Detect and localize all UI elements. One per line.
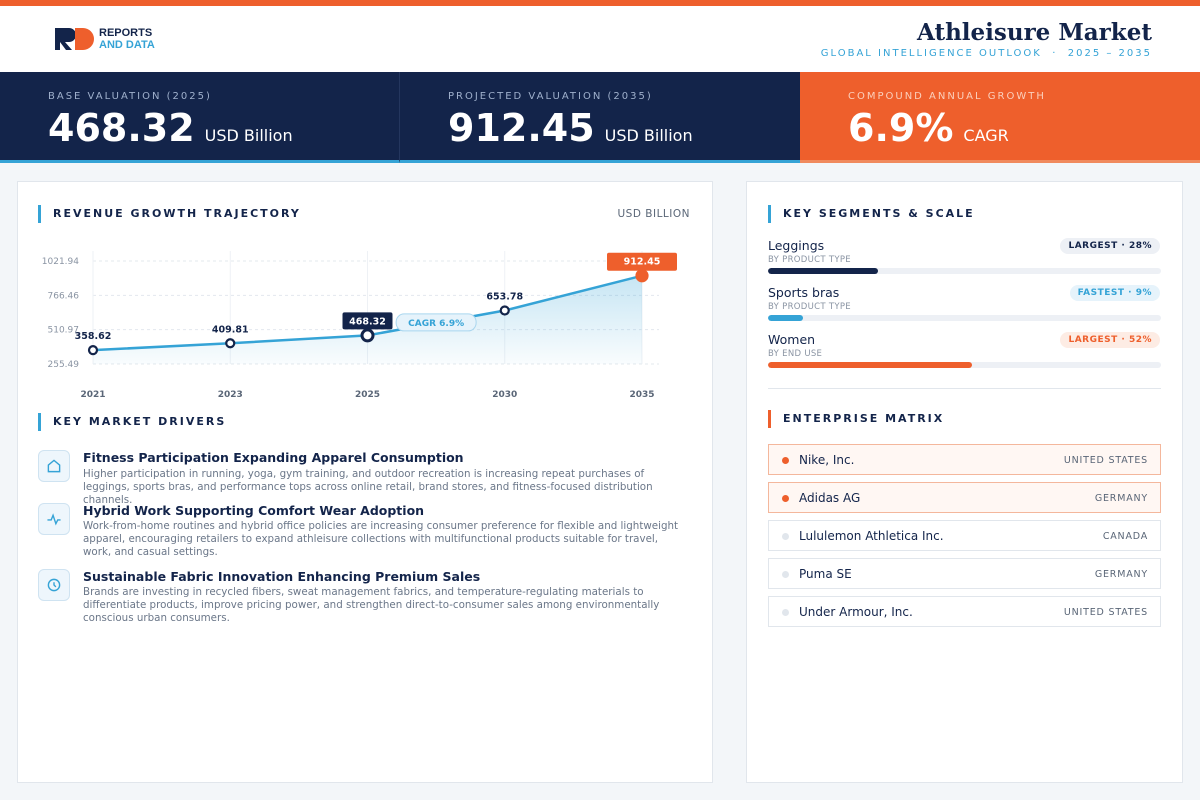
segment-badge: LARGEST · 28% (1060, 238, 1160, 254)
company-dot (782, 495, 789, 502)
segment-bar (768, 268, 879, 274)
kpi-number: 912.45 (448, 106, 595, 150)
x-tick-label: 2023 (218, 390, 243, 400)
x-tick-label: 2025 (355, 390, 380, 400)
point (499, 305, 510, 316)
annotation-pill (395, 313, 477, 332)
point (225, 338, 236, 349)
logo-text: AND DATA (99, 39, 155, 51)
kpi-value: 6.9% CAGR (848, 106, 1009, 150)
label-box (342, 312, 393, 330)
chart-unit: USD BILLION (617, 208, 690, 220)
company-name: Lululemon Athletica Inc. (799, 529, 944, 543)
segment-name: Sports bras (768, 285, 840, 300)
left-card (17, 181, 713, 783)
logo-mark (55, 28, 94, 50)
page-subtitle: GLOBAL INTELLIGENCE OUTLOOK · 2025 – 203… (820, 48, 1152, 59)
driver-text: Higher participation in running, yoga, g… (83, 468, 653, 506)
driver-icon (38, 503, 70, 535)
header (0, 6, 1200, 72)
kpi-card: BASE VALUATION (2025) 468.32 USD Billion (0, 72, 400, 163)
driver-title: Fitness Participation Expanding Apparel … (83, 450, 464, 465)
company-row: Adidas AG GERMANY (768, 482, 1161, 513)
segment-bar (768, 362, 973, 368)
segment-sub: BY PRODUCT TYPE (768, 302, 851, 312)
x-tick-label: 2030 (492, 390, 517, 400)
company-name: Under Armour, Inc. (799, 605, 913, 619)
company-row: Puma SE GERMANY (768, 558, 1161, 589)
data-label: 912.45 (624, 257, 661, 268)
segment-track (768, 268, 1161, 274)
company-country: CANADA (1102, 531, 1148, 542)
company-country: GERMANY (1094, 569, 1148, 580)
segment-badge: LARGEST · 52% (1060, 332, 1160, 348)
line-chart: 255.49 510.97 766.46 1021.94 2021 2023 2025 203… (42, 251, 677, 400)
driver-icon (38, 569, 70, 601)
kpi-card: PROJECTED VALUATION (2035) 912.45 USD Bil… (400, 72, 800, 163)
segment-track (768, 362, 1161, 368)
section-heading: KEY MARKET DRIVERS (38, 413, 226, 431)
section-heading: REVENUE GROWTH TRAJECTORY (38, 205, 301, 223)
driver-title: Sustainable Fabric Innovation Enhancing … (83, 569, 481, 584)
data-label: 468.32 (349, 316, 386, 327)
logo-text: REPORTS (99, 27, 153, 39)
kpi-label: BASE VALUATION (2025) (48, 91, 212, 102)
kpi-unit: USD Billion (204, 126, 293, 145)
label-box (607, 252, 677, 271)
x-tick-label: 2021 (80, 390, 105, 400)
kpi-label: PROJECTED VALUATION (2035) (448, 91, 653, 102)
kpi-value: 912.45 USD Billion (448, 106, 693, 150)
data-label: 409.81 (212, 324, 249, 335)
point-highlight (635, 269, 649, 283)
segment-track (768, 315, 1161, 321)
segment-sub: BY END USE (768, 349, 823, 359)
annotation: CAGR 6.9% (408, 319, 464, 329)
top-bar (0, 0, 1200, 6)
divider (768, 388, 1161, 389)
segment-name: Women (768, 332, 816, 347)
y-tick-label: 510.97 (48, 326, 80, 336)
point (87, 345, 99, 356)
kpi-card: COMPOUND ANNUAL GROWTH 6.9% CAGR (800, 72, 1200, 163)
company-name: Nike, Inc. (799, 453, 855, 467)
kpi-value: 468.32 USD Billion (48, 106, 293, 150)
x-tick-label: 2035 (629, 390, 654, 400)
point (360, 328, 375, 343)
data-label: 653.78 (486, 291, 523, 302)
page-title: Athleisure Market (917, 19, 1152, 46)
kpi-label: COMPOUND ANNUAL GROWTH (848, 91, 1046, 102)
company-row: Nike, Inc. UNITED STATES (768, 444, 1161, 475)
company-country: GERMANY (1094, 493, 1148, 504)
kpi-number: 468.32 (48, 106, 195, 150)
segment-badge: FASTEST · 9% (1069, 285, 1160, 301)
data-label: 358.62 (75, 331, 112, 342)
kpi-unit: USD Billion (604, 126, 693, 145)
y-tick-label: 1021.94 (42, 257, 79, 267)
driver-title: Hybrid Work Supporting Comfort Wear Adop… (83, 503, 425, 518)
segment-bar (768, 315, 804, 321)
driver-icon (38, 450, 70, 482)
company-country: UNITED STATES (1063, 607, 1148, 618)
kpi-number: 6.9% (848, 106, 954, 150)
section-heading: KEY SEGMENTS & SCALE (768, 205, 975, 223)
segment-sub: BY PRODUCT TYPE (768, 255, 851, 265)
company-row: Lululemon Athletica Inc. CANADA (768, 520, 1161, 551)
company-country: UNITED STATES (1063, 455, 1148, 466)
company-dot (782, 571, 789, 578)
driver-text: Work-from-home routines and hybrid offic… (83, 520, 679, 558)
company-dot (782, 533, 789, 540)
company-dot (782, 457, 789, 464)
area (93, 275, 642, 364)
segment-name: Leggings (768, 238, 825, 253)
company-row: Under Armour, Inc. UNITED STATES (768, 596, 1161, 627)
y-tick-label: 766.46 (48, 291, 80, 301)
company-name: Adidas AG (799, 491, 861, 505)
driver-text: Brands are investing in recycled fibers,… (83, 586, 660, 624)
kpi-unit: CAGR (963, 126, 1009, 145)
y-tick-label: 255.49 (48, 360, 80, 370)
company-dot (782, 609, 789, 616)
section-heading: ENTERPRISE MATRIX (768, 410, 944, 428)
company-name: Puma SE (799, 567, 852, 581)
